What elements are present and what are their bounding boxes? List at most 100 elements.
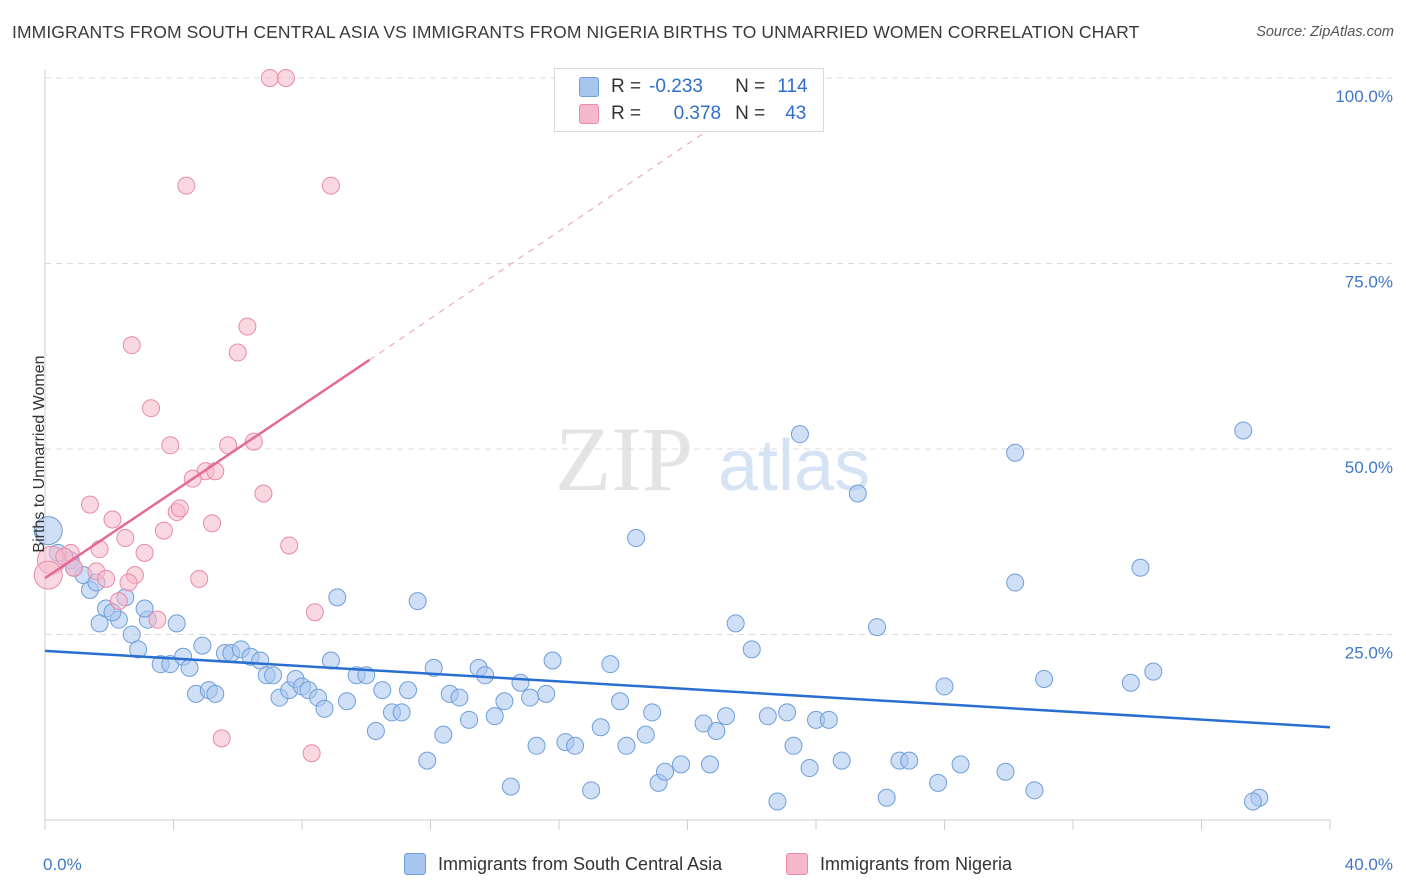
axes bbox=[44, 70, 1331, 830]
data-point-south-central-asia bbox=[180, 658, 199, 677]
y-tick-label: 75.0% bbox=[1345, 273, 1393, 292]
data-point-nigeria bbox=[190, 569, 209, 588]
legend-swatch-blue bbox=[579, 77, 599, 97]
data-point-south-central-asia bbox=[790, 425, 809, 444]
data-point-south-central-asia bbox=[617, 736, 636, 755]
r-value: 0.378 bbox=[673, 103, 722, 124]
data-point-south-central-asia bbox=[768, 792, 787, 811]
data-point-nigeria bbox=[228, 343, 247, 362]
tick-labels: 100.0% 75.0% 50.0% 25.0% 0.0% 40.0% bbox=[43, 87, 1393, 874]
y-tick-label: 50.0% bbox=[1345, 458, 1393, 477]
gridlines bbox=[45, 77, 1392, 635]
n-value: 43 bbox=[785, 103, 807, 124]
data-point-nigeria bbox=[321, 176, 340, 195]
data-point-south-central-asia bbox=[591, 718, 610, 737]
data-point-nigeria bbox=[90, 540, 109, 559]
data-point-south-central-asia bbox=[717, 707, 736, 726]
watermark-zip: ZIP bbox=[555, 408, 693, 510]
data-point-south-central-asia bbox=[521, 688, 540, 707]
data-point-nigeria bbox=[135, 543, 154, 562]
data-point-south-central-asia bbox=[206, 684, 225, 703]
data-point-south-central-asia bbox=[1131, 558, 1150, 577]
data-point-nigeria bbox=[260, 69, 279, 87]
data-point-nigeria bbox=[103, 510, 122, 529]
data-point-south-central-asia bbox=[784, 736, 803, 755]
data-point-south-central-asia bbox=[929, 773, 948, 792]
data-point-nigeria bbox=[119, 573, 138, 592]
legend-item-south-central-asia: Immigrants from South Central Asia bbox=[404, 851, 722, 877]
data-point-south-central-asia bbox=[450, 688, 469, 707]
chart-title: IMMIGRANTS FROM SOUTH CENTRAL ASIA VS IM… bbox=[12, 22, 1140, 42]
data-point-south-central-asia bbox=[527, 736, 546, 755]
data-point-south-central-asia bbox=[543, 651, 562, 670]
data-point-south-central-asia bbox=[582, 781, 601, 800]
y-tick-label: 25.0% bbox=[1345, 644, 1393, 663]
data-point-south-central-asia bbox=[778, 703, 797, 722]
legend-label: Immigrants from Nigeria bbox=[820, 853, 1013, 874]
data-point-nigeria bbox=[109, 592, 128, 611]
trend-line-south-central-asia bbox=[44, 649, 1331, 729]
data-point-south-central-asia bbox=[627, 529, 646, 548]
data-point-nigeria bbox=[276, 69, 295, 87]
data-point-south-central-asia bbox=[122, 625, 141, 644]
data-point-nigeria bbox=[154, 521, 173, 540]
data-point-south-central-asia bbox=[424, 658, 443, 677]
data-point-nigeria bbox=[116, 529, 135, 548]
data-point-south-central-asia bbox=[129, 640, 148, 659]
data-point-south-central-asia bbox=[742, 640, 761, 659]
data-point-south-central-asia bbox=[501, 777, 520, 796]
data-point-nigeria bbox=[280, 536, 299, 555]
data-point-south-central-asia bbox=[832, 751, 851, 770]
data-point-south-central-asia bbox=[726, 614, 745, 633]
legend-row-blue: R = -0.233 N = 114 bbox=[579, 74, 808, 100]
data-point-south-central-asia bbox=[601, 655, 620, 674]
data-point-south-central-asia bbox=[511, 673, 530, 692]
data-point-south-central-asia bbox=[758, 707, 777, 726]
data-point-south-central-asia bbox=[1144, 662, 1163, 681]
y-axis-label: Births to Unmarried Women bbox=[31, 355, 48, 553]
legend-swatch-blue bbox=[404, 853, 426, 875]
trend-line-nigeria bbox=[44, 358, 371, 580]
data-point-south-central-asia bbox=[1243, 792, 1262, 811]
data-point-south-central-asia bbox=[1234, 421, 1253, 440]
data-point-south-central-asia bbox=[495, 692, 514, 711]
data-point-nigeria bbox=[97, 569, 116, 588]
watermark: ZIP atlas bbox=[555, 408, 870, 510]
data-point-south-central-asia bbox=[328, 588, 347, 607]
data-point-nigeria bbox=[238, 317, 257, 336]
data-point-south-central-asia bbox=[868, 618, 887, 637]
data-point-south-central-asia bbox=[900, 751, 919, 770]
data-point-nigeria bbox=[122, 336, 141, 355]
trend-extension-nigeria bbox=[369, 110, 737, 361]
legend-row-pink: R = 0.378 N = 43 bbox=[579, 101, 806, 127]
data-point-south-central-asia bbox=[1121, 673, 1140, 692]
data-point-south-central-asia bbox=[1025, 781, 1044, 800]
data-point-south-central-asia bbox=[1006, 443, 1025, 462]
series-south-central-asia bbox=[33, 421, 1269, 811]
legend-label: Immigrants from South Central Asia bbox=[438, 853, 723, 874]
r-label: R = bbox=[611, 76, 642, 97]
data-point-nigeria bbox=[148, 610, 167, 629]
y-tick-label: 100.0% bbox=[1335, 87, 1393, 106]
n-label: N = bbox=[735, 76, 766, 97]
data-point-south-central-asia bbox=[1006, 573, 1025, 592]
data-point-nigeria bbox=[142, 399, 161, 418]
data-point-south-central-asia bbox=[337, 692, 356, 711]
data-point-south-central-asia bbox=[392, 703, 411, 722]
data-point-south-central-asia bbox=[193, 636, 212, 655]
data-point-south-central-asia bbox=[819, 710, 838, 729]
data-point-nigeria bbox=[177, 176, 196, 195]
data-point-south-central-asia bbox=[700, 755, 719, 774]
data-point-south-central-asia bbox=[935, 677, 954, 696]
data-point-south-central-asia bbox=[537, 684, 556, 703]
data-point-south-central-asia bbox=[643, 703, 662, 722]
n-label: N = bbox=[735, 103, 766, 124]
data-point-south-central-asia bbox=[264, 666, 283, 685]
data-point-south-central-asia bbox=[366, 721, 385, 740]
data-point-nigeria bbox=[203, 514, 222, 533]
data-point-south-central-asia bbox=[951, 755, 970, 774]
data-point-south-central-asia bbox=[373, 681, 392, 700]
legend-swatch-pink bbox=[786, 853, 808, 875]
x-tick-label-max: 40.0% bbox=[1345, 855, 1393, 874]
